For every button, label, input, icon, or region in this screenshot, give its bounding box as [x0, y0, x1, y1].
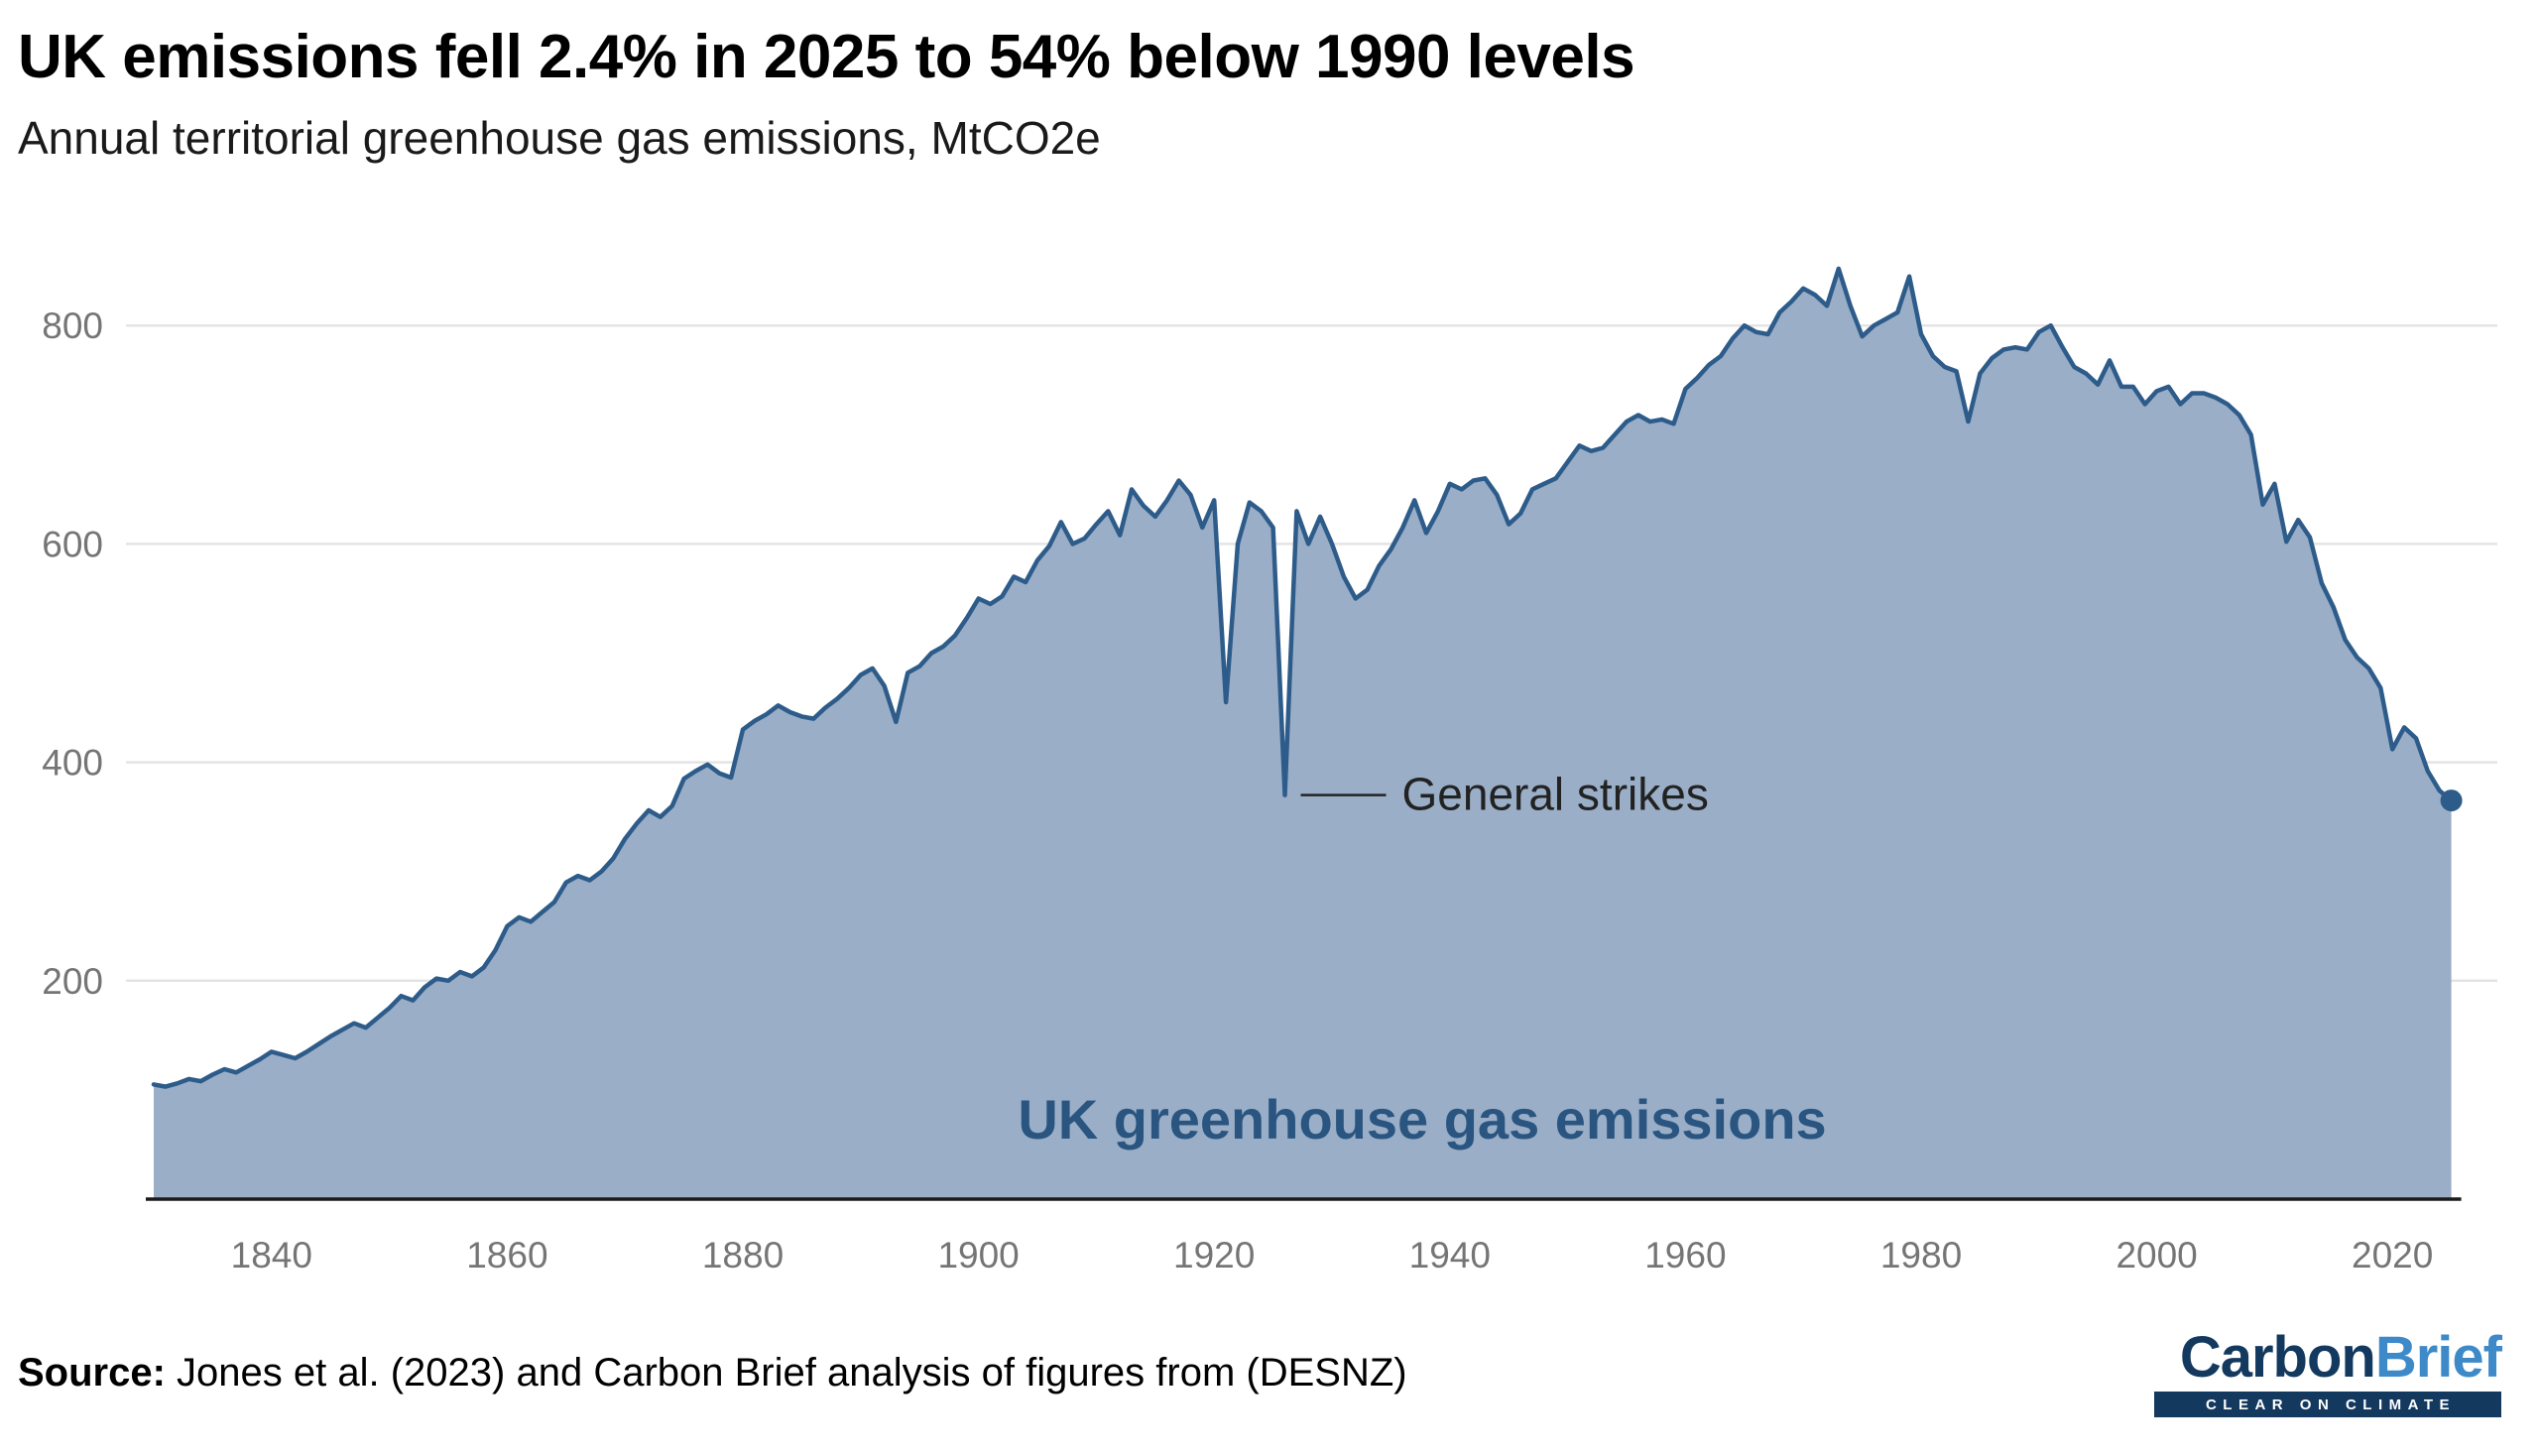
y-tick-label: 800 — [42, 305, 103, 346]
page-title: UK emissions fell 2.4% in 2025 to 54% be… — [18, 23, 1635, 91]
x-tick-label: 1920 — [1173, 1235, 1255, 1275]
x-tick-label: 2000 — [2116, 1235, 2197, 1275]
y-tick-label: 600 — [42, 524, 103, 564]
logo-carbon: Carbon — [2179, 1325, 2376, 1390]
logo-brief: Brief — [2374, 1325, 2502, 1390]
emissions-area — [154, 268, 2452, 1199]
source-text: Jones et al. (2023) and Carbon Brief ana… — [165, 1351, 1407, 1395]
y-tick-label: 400 — [42, 743, 103, 784]
annotation-label: General strikes — [1402, 769, 1709, 820]
x-tick-label: 2020 — [2352, 1235, 2433, 1275]
source-note: Source: Jones et al. (2023) and Carbon B… — [18, 1351, 1407, 1395]
x-tick-label: 1980 — [1880, 1235, 1962, 1275]
series-label: UK greenhouse gas emissions — [1018, 1088, 1826, 1151]
carbonbrief-logo-text: CarbonBrief — [2154, 1329, 2502, 1387]
x-tick-label: 1880 — [702, 1235, 784, 1275]
x-tick-label: 1960 — [1644, 1235, 1726, 1275]
page-subtitle: Annual territorial greenhouse gas emissi… — [18, 112, 1101, 164]
x-tick-label: 1840 — [231, 1235, 312, 1275]
source-label: Source: — [18, 1351, 166, 1395]
x-tick-label: 1860 — [466, 1235, 547, 1275]
end-point-dot — [2440, 789, 2463, 812]
y-tick-label: 200 — [42, 961, 103, 1002]
x-tick-label: 1940 — [1409, 1235, 1491, 1275]
logo-tagline: CLEAR ON CLIMATE — [2154, 1392, 2501, 1417]
x-tick-label: 1900 — [937, 1235, 1019, 1275]
emissions-line — [151, 266, 2454, 1089]
carbonbrief-logo: CarbonBrief CLEAR ON CLIMATE — [2154, 1329, 2502, 1417]
